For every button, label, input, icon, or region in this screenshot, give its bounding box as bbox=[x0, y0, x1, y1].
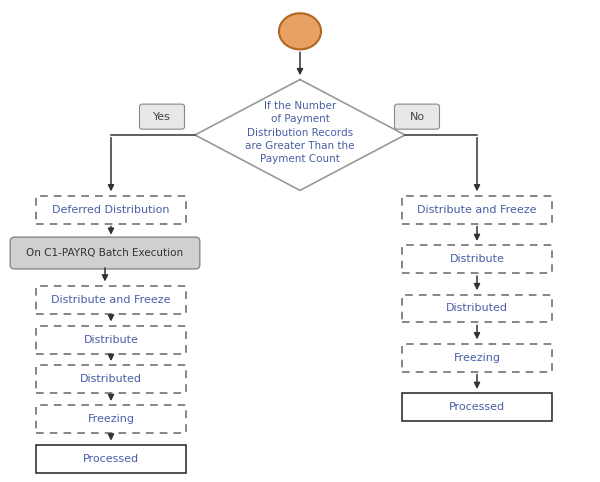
Bar bbox=[402, 196, 552, 224]
Bar bbox=[36, 286, 186, 314]
Text: Processed: Processed bbox=[449, 402, 505, 412]
Bar bbox=[36, 196, 186, 224]
FancyBboxPatch shape bbox=[395, 104, 439, 129]
Bar bbox=[36, 405, 186, 433]
Bar bbox=[36, 326, 186, 354]
Text: If the Number
of Payment
Distribution Records
are Greater Than the
Payment Count: If the Number of Payment Distribution Re… bbox=[245, 101, 355, 164]
Text: Processed: Processed bbox=[83, 454, 139, 464]
Ellipse shape bbox=[279, 13, 321, 49]
Polygon shape bbox=[195, 80, 405, 190]
Bar bbox=[36, 445, 186, 473]
Bar bbox=[402, 295, 552, 322]
FancyBboxPatch shape bbox=[139, 104, 185, 129]
Text: Freezing: Freezing bbox=[88, 415, 134, 424]
FancyBboxPatch shape bbox=[10, 237, 200, 269]
Text: On C1-PAYRQ Batch Execution: On C1-PAYRQ Batch Execution bbox=[26, 248, 184, 258]
Text: Distribute and Freeze: Distribute and Freeze bbox=[417, 205, 537, 214]
Text: Distribute: Distribute bbox=[83, 335, 139, 345]
Text: Deferred Distribution: Deferred Distribution bbox=[52, 205, 170, 214]
Bar bbox=[402, 393, 552, 421]
Text: Distributed: Distributed bbox=[80, 375, 142, 384]
Text: Freezing: Freezing bbox=[454, 353, 500, 362]
Text: Distribute: Distribute bbox=[449, 254, 505, 264]
Bar bbox=[36, 365, 186, 393]
Text: Distribute and Freeze: Distribute and Freeze bbox=[51, 295, 171, 305]
Bar bbox=[402, 245, 552, 273]
Bar bbox=[402, 344, 552, 372]
Text: Distributed: Distributed bbox=[446, 304, 508, 313]
Text: No: No bbox=[409, 112, 425, 121]
Text: Yes: Yes bbox=[153, 112, 171, 121]
